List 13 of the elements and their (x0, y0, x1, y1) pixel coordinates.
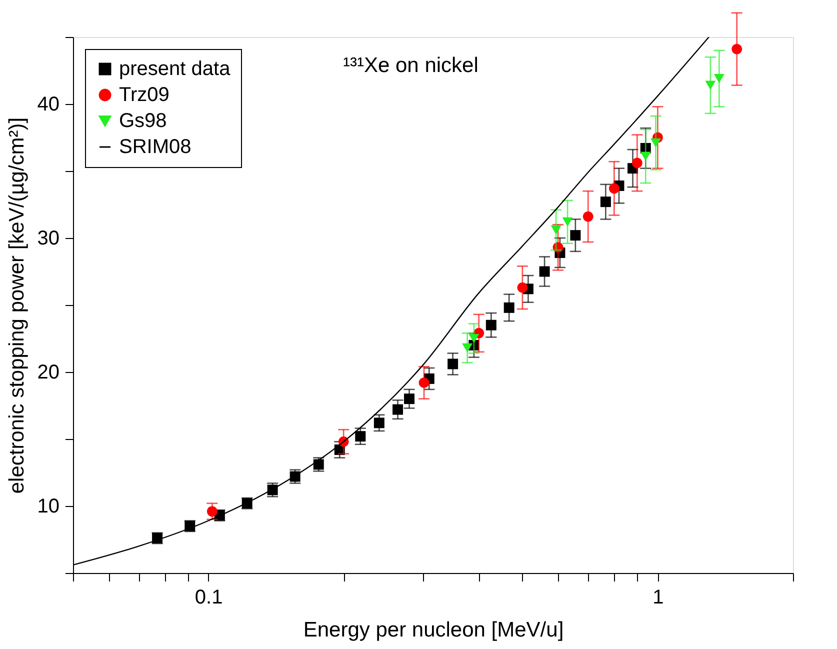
x-tick-label: 1 (652, 586, 664, 608)
legend-label: SRIM08 (119, 136, 192, 158)
y-tick-label: 40 (37, 94, 60, 116)
legend-label: Trz09 (119, 84, 170, 106)
x-axis-title: Energy per nucleon [MeV/u] (303, 618, 564, 642)
x-tick-label: 0.1 (194, 586, 223, 608)
y-tick-label: 30 (37, 228, 60, 250)
y-tick-label: 20 (37, 362, 60, 384)
annotation: ¹³¹Xe on nickel (343, 54, 478, 77)
legend-label: Gs98 (119, 110, 167, 132)
y-axis-title: electronic stopping power [keV/(µg/cm²)] (5, 117, 28, 494)
legend-label: present data (119, 58, 232, 80)
y-tick-label: 10 (37, 496, 60, 518)
